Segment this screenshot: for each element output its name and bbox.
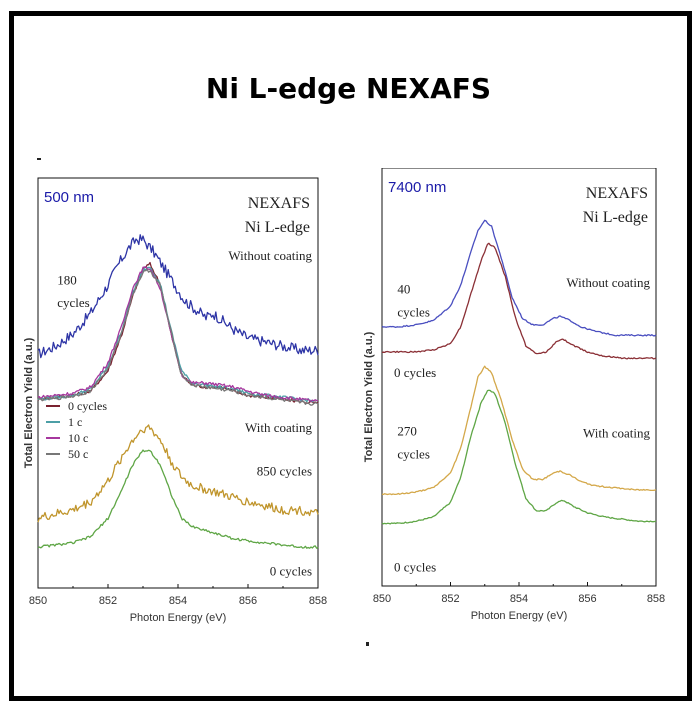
annotation: Without coating — [566, 275, 650, 290]
annotation: Without coating — [228, 248, 312, 263]
x-axis-title: Photon Energy (eV) — [471, 610, 568, 622]
annotation: 180 — [57, 273, 77, 288]
series-line — [381, 389, 657, 525]
x-tick-label: 850 — [29, 595, 47, 607]
x-tick-label: 850 — [373, 593, 391, 605]
x-tick-label: 852 — [99, 595, 117, 607]
series-line — [37, 268, 319, 406]
stray-mark — [366, 642, 369, 646]
x-axis-title: Photon Energy (eV) — [130, 612, 227, 624]
annotation: With coating — [583, 426, 650, 441]
heading-line: NEXAFS — [586, 185, 648, 202]
legend-label: 50 c — [68, 447, 88, 461]
heading-line: Ni L-edge — [245, 219, 310, 236]
series-line — [37, 261, 319, 405]
annotation: 850 cycles — [257, 463, 312, 478]
annotation: cycles — [57, 295, 89, 310]
x-tick-label: 854 — [169, 595, 187, 607]
series-line — [37, 424, 319, 523]
series-line — [37, 234, 319, 359]
series-line — [381, 219, 657, 337]
x-tick-label: 852 — [441, 593, 459, 605]
series-line — [381, 365, 657, 496]
x-tick-label: 856 — [239, 595, 257, 607]
series-line — [37, 266, 319, 403]
x-tick-label: 854 — [510, 593, 528, 605]
legend-label: 10 c — [68, 431, 88, 445]
heading-line: NEXAFS — [248, 195, 310, 212]
annotation: With coating — [245, 420, 312, 435]
annotation: cycles — [397, 304, 429, 319]
annotation: 40 — [397, 281, 410, 296]
stray-mark — [37, 158, 41, 160]
annotation: 270 — [397, 424, 417, 439]
heading-line: Ni L-edge — [583, 209, 648, 226]
chart-right: 850 852 854 856 858 Photon Energy (eV) Total E… — [363, 168, 665, 622]
series-line — [381, 242, 657, 360]
figure-title: Ni L-edge NEXAFS — [205, 72, 492, 105]
legend-label: 1 c — [68, 415, 82, 429]
chart-left: 850 852 854 856 858 Photon Energy (eV) Total E… — [23, 177, 327, 624]
sample-label: 7400 nm — [388, 179, 446, 196]
x-tick-label: 856 — [578, 593, 596, 605]
series-line — [37, 449, 319, 549]
annotation: cycles — [397, 447, 429, 462]
legend-label: 0 cycles — [68, 399, 107, 413]
plot-border — [37, 177, 319, 589]
annotation: 0 cycles — [394, 365, 436, 380]
y-axis-title: Total Electron Yield (a.u.) — [23, 337, 35, 468]
x-tick-label: 858 — [647, 593, 665, 605]
annotation: 0 cycles — [270, 564, 312, 579]
series-line — [37, 266, 319, 402]
annotation: 0 cycles — [394, 559, 436, 574]
sample-label: 500 nm — [44, 189, 94, 206]
y-axis-title: Total Electron Yield (a.u.) — [363, 331, 375, 462]
x-tick-label: 858 — [309, 595, 327, 607]
